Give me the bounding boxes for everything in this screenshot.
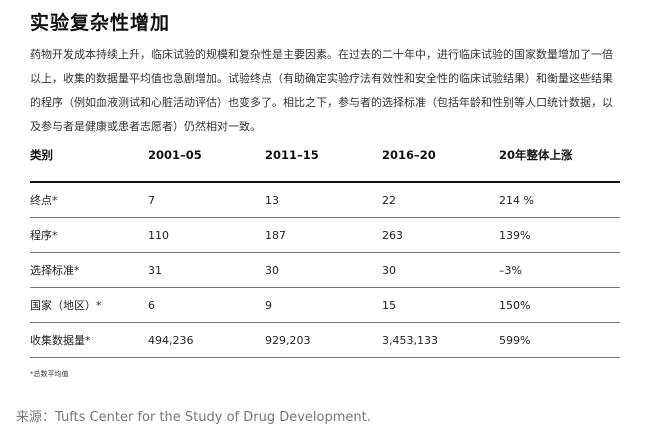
- cell-value: 15: [382, 287, 499, 323]
- cell-value: 13: [265, 182, 382, 218]
- cell-value: 187: [265, 217, 382, 253]
- cell-value: 929,203: [265, 322, 382, 358]
- table-row: 选择标准* 31 30 30 –3%: [30, 252, 620, 288]
- cell-change: 599%: [499, 322, 620, 358]
- cell-value: 31: [148, 252, 265, 288]
- cell-value: 6: [148, 287, 265, 323]
- cell-value: 263: [382, 217, 499, 253]
- cell-change: –3%: [499, 252, 620, 288]
- row-label: 选择标准*: [30, 252, 148, 288]
- header-2016-20: 2016–20: [382, 144, 499, 183]
- cell-value: 9: [265, 287, 382, 323]
- table-row: 收集数据量* 494,236 929,203 3,453,133 599%: [30, 322, 620, 358]
- source-credit: 来源：Tufts Center for the Study of Drug De…: [16, 410, 371, 425]
- cell-value: 7: [148, 182, 265, 218]
- row-label: 程序*: [30, 217, 148, 253]
- cell-value: 30: [265, 252, 382, 288]
- table-row: 程序* 110 187 263 139%: [30, 217, 620, 253]
- cell-value: 494,236: [148, 322, 265, 358]
- cell-change: 214 %: [499, 182, 620, 218]
- header-20yr-change: 20年整体上涨: [499, 144, 620, 183]
- cell-value: 110: [148, 217, 265, 253]
- table-header-row: 类别 2001–05 2011–15 2016–20 20年整体上涨: [30, 144, 620, 183]
- row-label: 国家（地区）*: [30, 287, 148, 323]
- footnote: *总数平均值: [30, 370, 69, 378]
- header-2011-15: 2011–15: [265, 144, 382, 183]
- cell-change: 150%: [499, 287, 620, 323]
- cell-change: 139%: [499, 217, 620, 253]
- table-row: 终点* 7 13 22 214 %: [30, 182, 620, 218]
- header-2001-05: 2001–05: [148, 144, 265, 183]
- cell-value: 22: [382, 182, 499, 218]
- row-label: 收集数据量*: [30, 322, 148, 358]
- data-table: 类别 2001–05 2011–15 2016–20 20年整体上涨 终点* 7…: [30, 144, 620, 358]
- intro-paragraph: 药物开发成本持续上升，临床试验的规模和复杂性是主要因素。在过去的二十年中，进行临…: [30, 48, 613, 133]
- row-label: 终点*: [30, 182, 148, 218]
- page-title: 实验复杂性增加: [30, 12, 171, 34]
- table-row: 国家（地区）* 6 9 15 150%: [30, 287, 620, 323]
- cell-value: 3,453,133: [382, 322, 499, 358]
- header-category: 类别: [30, 144, 148, 183]
- cell-value: 30: [382, 252, 499, 288]
